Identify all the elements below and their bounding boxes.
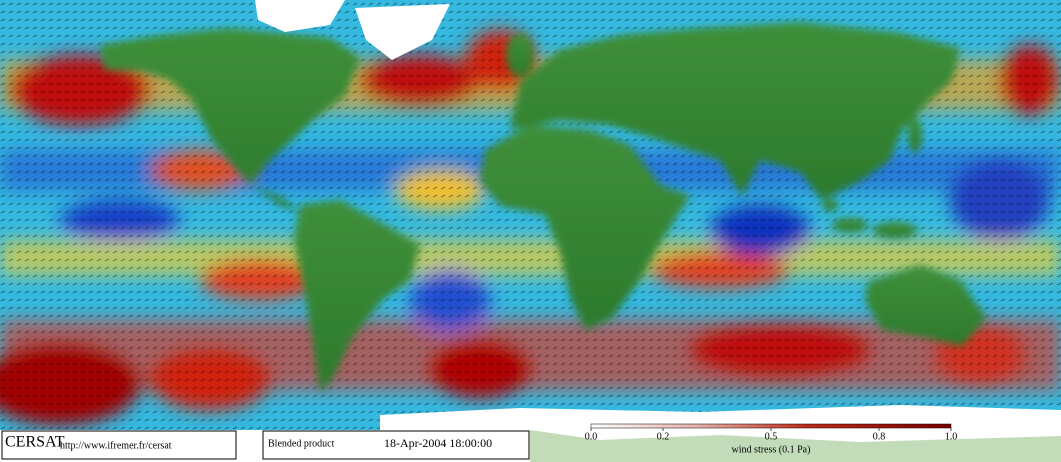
credit-box <box>1 430 237 460</box>
footer: CERSAT http://www.ifremer.fr/cersat Blen… <box>0 430 1061 462</box>
date: 18-Apr-2004 18:00:00 <box>384 436 492 450</box>
product: Blended product <box>268 438 335 449</box>
colorbar-tick-label: 0.2 <box>657 431 670 442</box>
info-box <box>262 430 530 460</box>
colorbar-tick-label: 0.0 <box>585 431 598 442</box>
colorbar-tick-label: 0.5 <box>765 431 778 442</box>
colorbar-tick-label: 0.8 <box>873 431 886 442</box>
colorbar-tick-label: 1.0 <box>945 431 958 442</box>
colorbar-title: wind stress (0.1 Pa) <box>732 444 811 455</box>
colorbar-scale <box>590 423 952 429</box>
colorbar: wind stress (0.1 Pa) 0.0 0.2 0.5 0.8 1.0 <box>585 423 958 455</box>
continents <box>100 22 986 392</box>
logo: CERSAT <box>5 434 65 451</box>
url[interactable]: http://www.ifremer.fr/cersat <box>60 440 172 451</box>
